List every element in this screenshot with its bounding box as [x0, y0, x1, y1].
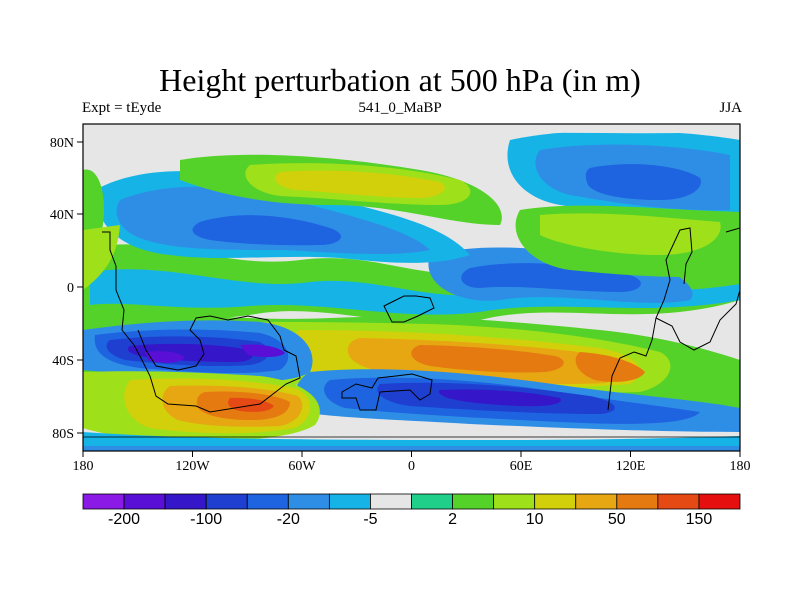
colorbar-box: [205, 493, 248, 510]
run-label: 541_0_MaBP: [358, 100, 442, 116]
colorbar-label: 50: [608, 511, 626, 528]
x-tick-labels: 180 120W 60W 0 60E 120E 180: [73, 459, 751, 474]
x-tick-label: 0: [408, 459, 415, 474]
colorbar-box: [575, 493, 618, 510]
colorbar-label: -100: [190, 511, 222, 528]
x-tick-label: 180: [73, 459, 94, 474]
y-tick-label: 40S: [52, 354, 74, 369]
y-tick-label: 40N: [50, 208, 74, 223]
colorbar-box: [452, 493, 495, 510]
y-tick-label: 0: [67, 281, 74, 296]
y-tick-labels: 80N 40N 0 40S 80S: [50, 136, 74, 442]
colorbar-label: -5: [363, 511, 377, 528]
contour-field: [83, 124, 740, 451]
colorbar-label: -20: [277, 511, 300, 528]
colorbar-box: [657, 493, 700, 510]
x-tick-label: 120E: [616, 459, 646, 474]
colorbar-box: [164, 493, 207, 510]
colorbar-box: [82, 493, 125, 510]
y-tick-label: 80S: [52, 427, 74, 442]
colorbar-box: [328, 493, 371, 510]
x-tick-label: 60E: [510, 459, 533, 474]
colorbar-box: [370, 493, 412, 510]
x-tick-label: 120W: [175, 459, 210, 474]
y-tick-label: 80N: [50, 136, 74, 151]
x-tick-label: 180: [730, 459, 751, 474]
x-tick-label: 60W: [288, 459, 316, 474]
figure-title: Height perturbation at 500 hPa (in m): [159, 62, 641, 98]
colorbar-box: [698, 493, 741, 510]
axis-ticks: [77, 141, 741, 457]
colorbar-box: [246, 493, 289, 510]
colorbar-box: [493, 493, 536, 510]
colorbar: [82, 493, 741, 510]
colorbar-box: [123, 493, 166, 510]
colorbar-label: 10: [526, 511, 544, 528]
colorbar-box: [616, 493, 659, 510]
colorbar-label: 150: [686, 511, 713, 528]
coastlines: [102, 227, 740, 413]
colorbar-labels: -200 -100 -20 -5 2 10 50 150: [108, 511, 712, 528]
season-label: JJA: [719, 100, 742, 116]
colorbar-box: [534, 493, 577, 510]
experiment-label: Expt = tEyde: [82, 100, 162, 116]
colorbar-label: 2: [448, 511, 457, 528]
colorbar-box: [411, 493, 453, 510]
colorbar-box: [287, 493, 330, 510]
colorbar-label: -200: [108, 511, 140, 528]
